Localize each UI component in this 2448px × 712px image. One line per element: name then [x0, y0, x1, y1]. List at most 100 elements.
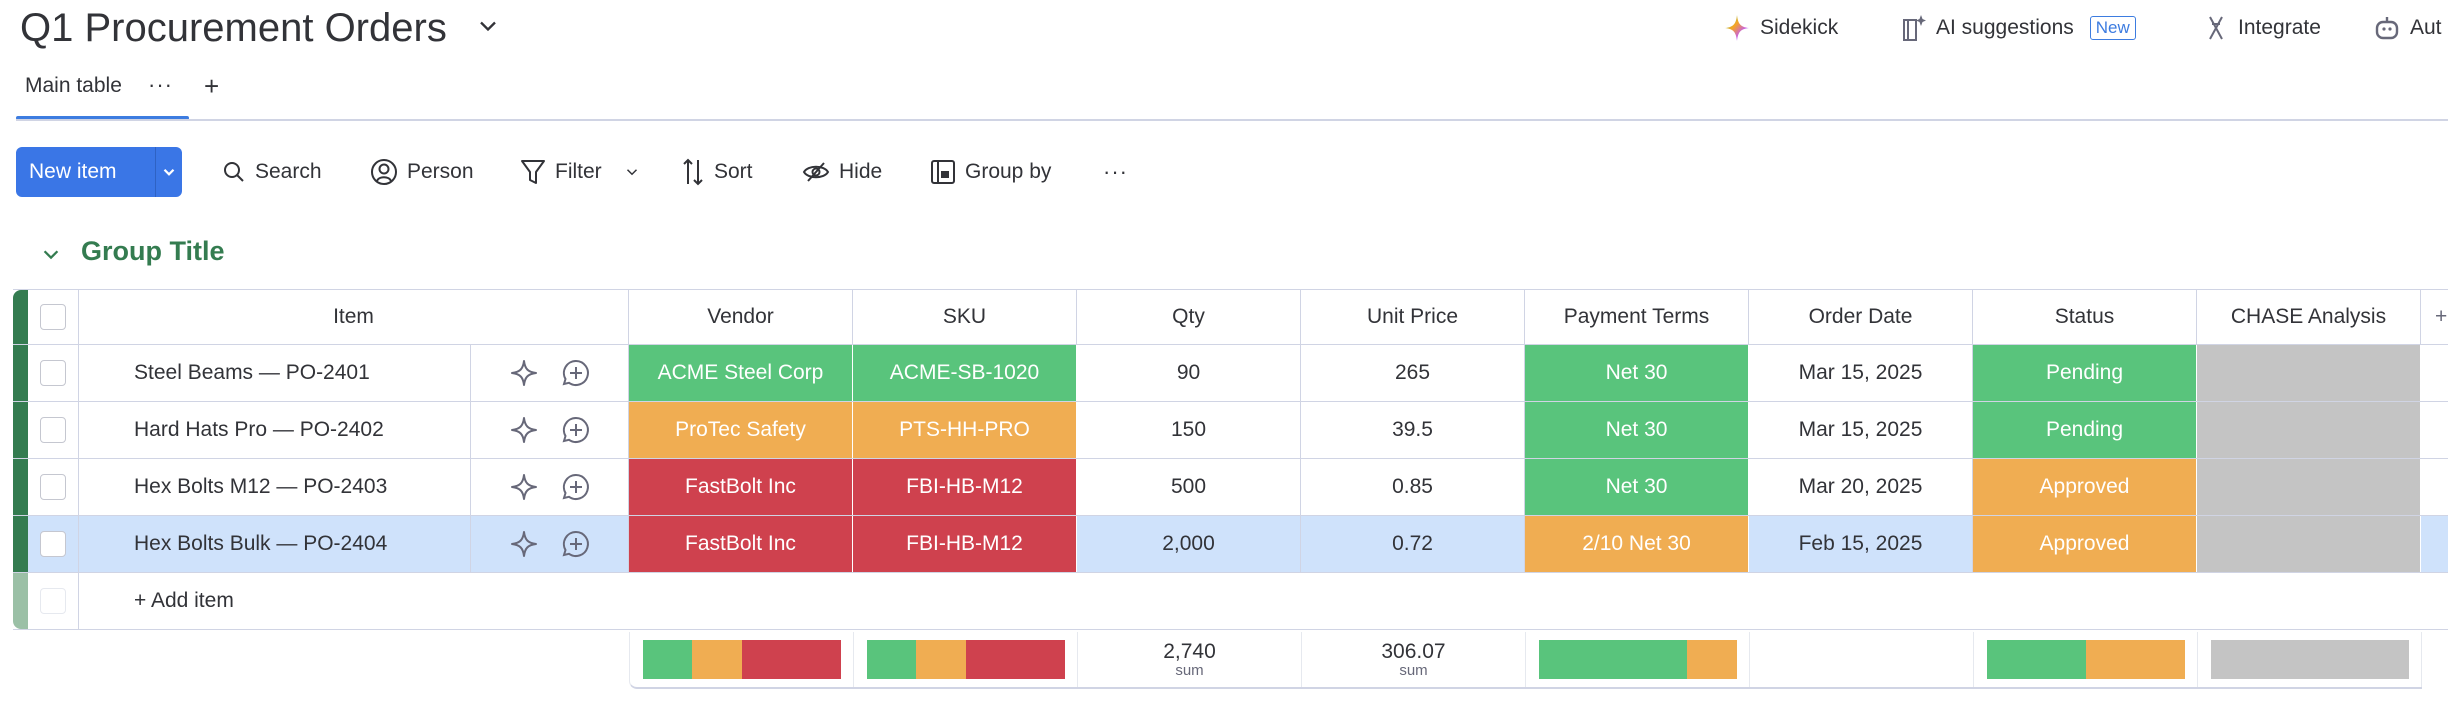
item-name-cell[interactable]: Hex Bolts Bulk — PO-2404	[79, 516, 471, 572]
unit-price-cell[interactable]: 0.72	[1301, 516, 1525, 572]
unit-price-cell[interactable]: 0.85	[1301, 459, 1525, 515]
chase-analysis-cell[interactable]	[2197, 402, 2421, 458]
column-header-sku[interactable]: SKU	[853, 290, 1077, 344]
search-button[interactable]: Search	[222, 155, 322, 189]
order-date-cell[interactable]: Mar 15, 2025	[1749, 345, 1973, 401]
unit-price-cell[interactable]: 39.5	[1301, 402, 1525, 458]
sort-button[interactable]: Sort	[681, 155, 753, 189]
more-actions-button[interactable]: ···	[1103, 159, 1128, 184]
sku-cell[interactable]: FBI-HB-M12	[853, 516, 1077, 572]
table-row[interactable]: Steel Beams — PO-2401 ACME Steel Corp ACM…	[13, 345, 2448, 402]
column-header-qty[interactable]: Qty	[1077, 290, 1301, 344]
status-cell[interactable]: Approved	[1973, 459, 2197, 515]
payment-terms-cell[interactable]: Net 30	[1525, 459, 1749, 515]
item-name-cell[interactable]: Steel Beams — PO-2401	[79, 345, 471, 401]
qty-cell[interactable]: 90	[1077, 345, 1301, 401]
sku-cell[interactable]: ACME-SB-1020	[853, 345, 1077, 401]
payment-terms-cell[interactable]: 2/10 Net 30	[1525, 516, 1749, 572]
distribution-segment[interactable]	[741, 640, 841, 679]
item-name-cell[interactable]: Hex Bolts M12 — PO-2403	[79, 459, 471, 515]
chase-analysis-cell[interactable]	[2197, 516, 2421, 572]
checkbox[interactable]	[40, 531, 66, 557]
order-date-cell[interactable]: Mar 15, 2025	[1749, 402, 1973, 458]
vendor-cell[interactable]: FastBolt Inc	[629, 516, 853, 572]
status-cell[interactable]: Pending	[1973, 402, 2197, 458]
column-header-unit-price[interactable]: Unit Price	[1301, 290, 1525, 344]
automate-button[interactable]: Aut	[2374, 12, 2442, 44]
distribution-segment[interactable]	[692, 640, 742, 679]
ai-suggestions-button[interactable]: AI suggestions New	[1902, 12, 2136, 44]
checkbox[interactable]	[40, 360, 66, 386]
table-row[interactable]: Hex Bolts M12 — PO-2403 FastBolt Inc FBI-…	[13, 459, 2448, 516]
column-header-item[interactable]: Item	[79, 290, 629, 344]
row-checkbox[interactable]	[28, 345, 79, 401]
distribution-segment[interactable]	[1687, 640, 1737, 679]
row-checkbox[interactable]	[28, 516, 79, 572]
column-header-status[interactable]: Status	[1973, 290, 2197, 344]
filter-button[interactable]: Filter	[520, 155, 641, 189]
ai-sparkle-icon[interactable]	[509, 529, 539, 559]
distribution-segment[interactable]	[2210, 640, 2409, 679]
distribution-segment[interactable]	[965, 640, 1065, 679]
add-update-icon[interactable]	[561, 529, 591, 559]
new-item-button[interactable]: New item	[16, 147, 182, 197]
add-update-icon[interactable]	[561, 472, 591, 502]
status-cell[interactable]: Approved	[1973, 516, 2197, 572]
checkbox[interactable]	[40, 417, 66, 443]
sidekick-button[interactable]: Sidekick	[1724, 12, 1838, 44]
tab-main-table[interactable]: Main table	[25, 74, 122, 97]
person-filter-button[interactable]: Person	[370, 155, 474, 189]
board-title[interactable]: Q1 Procurement Orders	[20, 6, 447, 50]
column-header-vendor[interactable]: Vendor	[629, 290, 853, 344]
row-checkbox[interactable]	[28, 402, 79, 458]
distribution-segment[interactable]	[866, 640, 916, 679]
integrate-button[interactable]: Integrate	[2204, 12, 2321, 44]
status-cell[interactable]: Pending	[1973, 345, 2197, 401]
add-column-button[interactable]: +	[2435, 305, 2448, 328]
add-update-icon[interactable]	[561, 358, 591, 388]
table-row[interactable]: Hard Hats Pro — PO-2402 ProTec Safety PTS…	[13, 402, 2448, 459]
qty-cell[interactable]: 500	[1077, 459, 1301, 515]
add-view-button[interactable]: +	[204, 71, 220, 101]
payment-terms-cell[interactable]: Net 30	[1525, 345, 1749, 401]
add-item-input[interactable]: + Add item	[134, 589, 234, 612]
column-header-payment-terms[interactable]: Payment Terms	[1525, 290, 1749, 344]
group-title[interactable]: Group Title	[81, 236, 225, 266]
vendor-cell[interactable]: ProTec Safety	[629, 402, 853, 458]
column-header-chase-analysis[interactable]: CHASE Analysis	[2197, 290, 2421, 344]
unit-price-cell[interactable]: 265	[1301, 345, 1525, 401]
payment-terms-cell[interactable]: Net 30	[1525, 402, 1749, 458]
distribution-segment[interactable]	[1538, 640, 1687, 679]
ai-sparkle-icon[interactable]	[509, 472, 539, 502]
item-name-cell[interactable]: Hard Hats Pro — PO-2402	[79, 402, 471, 458]
add-update-icon[interactable]	[561, 415, 591, 445]
chase-analysis-cell[interactable]	[2197, 345, 2421, 401]
order-date-cell[interactable]: Feb 15, 2025	[1749, 516, 1973, 572]
qty-cell[interactable]: 150	[1077, 402, 1301, 458]
hide-button[interactable]: Hide	[802, 155, 882, 189]
group-by-button[interactable]: Group by	[930, 155, 1051, 189]
order-date-cell[interactable]: Mar 20, 2025	[1749, 459, 1973, 515]
column-header-order-date[interactable]: Order Date	[1749, 290, 1973, 344]
select-all-checkbox[interactable]	[28, 290, 79, 344]
chevron-down-icon[interactable]	[623, 163, 641, 181]
checkbox[interactable]	[40, 304, 66, 330]
sku-cell[interactable]: FBI-HB-M12	[853, 459, 1077, 515]
group-collapse-chevron-icon[interactable]	[40, 243, 62, 265]
checkbox[interactable]	[40, 474, 66, 500]
sku-cell[interactable]: PTS-HH-PRO	[853, 402, 1077, 458]
distribution-segment[interactable]	[2085, 640, 2185, 679]
new-item-dropdown[interactable]	[156, 163, 182, 181]
vendor-cell[interactable]: ACME Steel Corp	[629, 345, 853, 401]
chevron-down-icon[interactable]	[474, 12, 502, 40]
distribution-segment[interactable]	[916, 640, 966, 679]
chase-analysis-cell[interactable]	[2197, 459, 2421, 515]
tab-more-icon[interactable]: ···	[148, 72, 173, 97]
ai-sparkle-icon[interactable]	[509, 415, 539, 445]
distribution-segment[interactable]	[1986, 640, 2086, 679]
qty-cell[interactable]: 2,000	[1077, 516, 1301, 572]
ai-sparkle-icon[interactable]	[509, 358, 539, 388]
table-row[interactable]: Hex Bolts Bulk — PO-2404 FastBolt Inc FBI…	[13, 516, 2448, 573]
vendor-cell[interactable]: FastBolt Inc	[629, 459, 853, 515]
row-checkbox[interactable]	[28, 459, 79, 515]
